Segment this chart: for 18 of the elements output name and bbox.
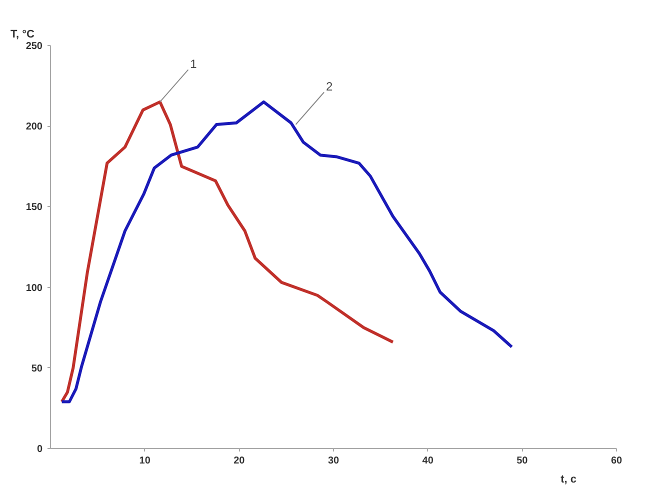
x-tick-label: 60 [610,456,622,466]
line-series [60,100,394,404]
y-tick-label: 150 [26,202,43,214]
y-tick-label: 100 [26,282,43,294]
x-tick-label: 20 [234,456,246,466]
annotation: 1 [190,57,198,72]
y-tick-label: 0 [36,444,43,455]
y-tick-label: 200 [26,122,43,133]
x-axis-title: t, c [560,474,577,486]
x-tick-label: 30 [328,456,340,466]
y-tick-label: 50 [31,363,43,374]
line-series [60,100,514,404]
y-tick-label: 250 [26,41,43,52]
y-axis-title: T, °C [10,28,35,40]
x-tick-label: 50 [516,456,528,466]
annotation: 2 [326,80,333,94]
x-tick-label: 40 [422,456,434,466]
x-tick-label: 10 [139,456,151,466]
